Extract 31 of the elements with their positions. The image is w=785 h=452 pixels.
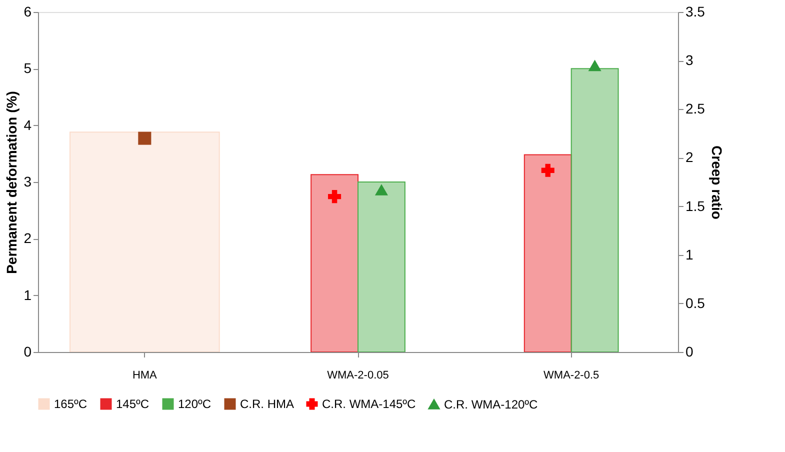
bar: [358, 182, 406, 352]
y-tick-label: 2: [24, 230, 32, 246]
y2-tick-label: 3: [686, 52, 694, 68]
y-tick-label: 5: [24, 60, 32, 76]
y-tick-label: 6: [24, 4, 32, 20]
bar: [570, 68, 619, 352]
y-tick-label: 1: [24, 286, 32, 303]
y2-tick-label: 1: [686, 246, 694, 262]
legend-label: C.R. WMA-120ºC: [444, 397, 538, 412]
y-tick-label: 4: [24, 116, 32, 133]
x-tick-label: WMA-2-0.05: [327, 370, 389, 382]
y2-tick-label: 0.5: [686, 294, 706, 311]
legend-label: 165ºC: [54, 397, 88, 411]
bar: [70, 132, 220, 352]
bar: [524, 154, 572, 352]
y2-tick-label: 1.5: [686, 198, 706, 214]
x-tick-label: WMA-2-0.5: [544, 370, 600, 382]
y2-tick-label: 2.5: [686, 100, 706, 117]
legend-label: C.R. WMA-145ºC: [322, 397, 416, 411]
y-tick-label: 3: [24, 174, 32, 190]
y-axis-title: Permanent deformation (%): [4, 91, 20, 274]
bar: [310, 174, 358, 352]
legend-label: 120ºC: [178, 397, 212, 411]
y2-axis-title: Creep ratio: [708, 146, 725, 220]
y2-tick-label: 2: [686, 149, 694, 166]
y2-tick-label: 0: [686, 344, 694, 360]
x-tick-label: HMA: [132, 370, 158, 382]
y-tick-label: 0: [24, 344, 32, 360]
legend-label: 145ºC: [116, 397, 150, 411]
y2-tick-label: 3.5: [686, 4, 706, 20]
legend-label: C.R. HMA: [240, 397, 294, 411]
